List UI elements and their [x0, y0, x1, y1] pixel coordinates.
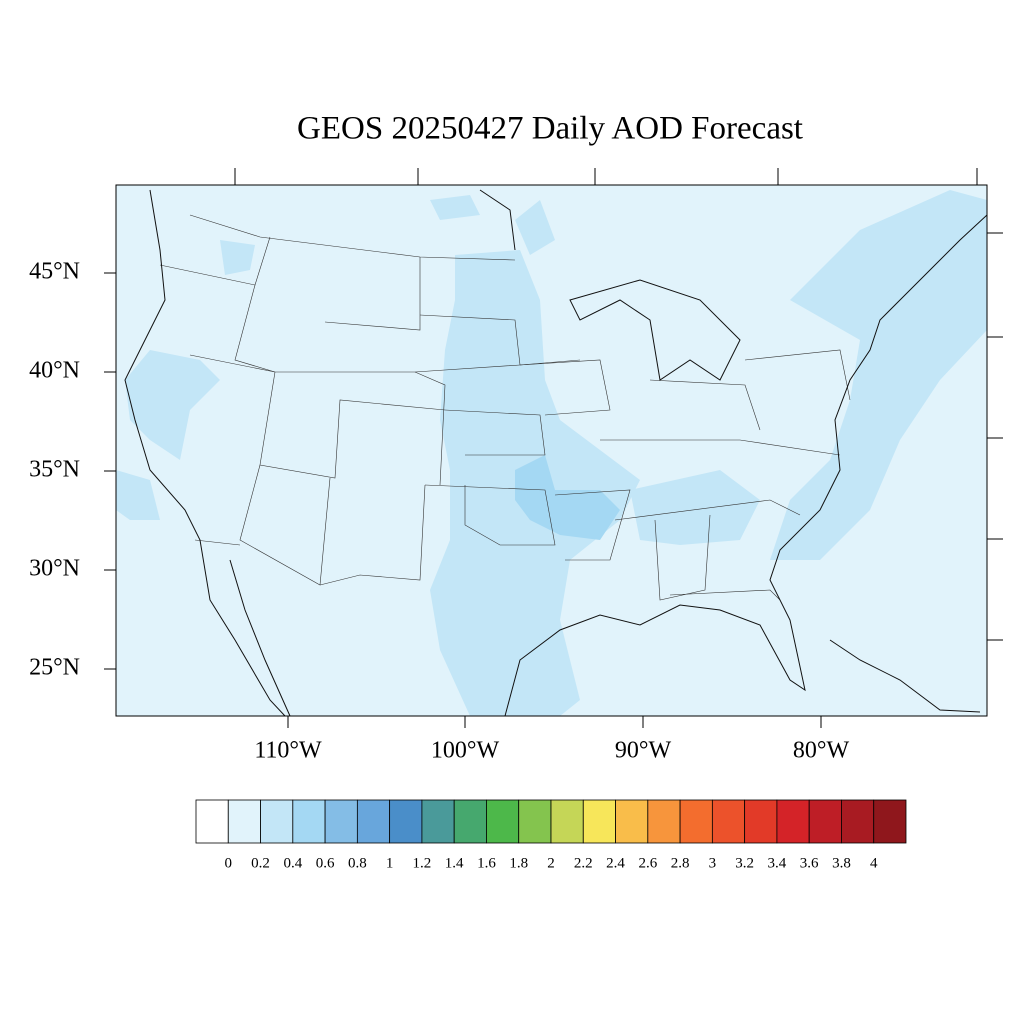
title: GEOS 20250427 Daily AOD Forecast: [297, 111, 803, 147]
colorbar-label: 1.6: [477, 855, 496, 871]
colorbar-box: [615, 799, 649, 844]
colorbar-box: [550, 799, 584, 844]
colorbar-label: 4: [870, 855, 878, 871]
colorbar-box: [679, 799, 713, 844]
colorbar-box: [453, 799, 487, 844]
axis-ticks: 45°N 40°N 35°N 30°N 25°N 110°W 100°W 90°W 80°W: [29, 168, 1003, 764]
aod-shading-high: [515, 455, 620, 540]
colorbar-label: 3.2: [735, 855, 754, 871]
lon-label: 90°W: [615, 738, 672, 764]
lat-label: 40°N: [29, 358, 80, 384]
colorbar-box: [260, 799, 294, 844]
colorbar-box: [195, 799, 229, 844]
colorbar-box: [744, 799, 778, 844]
colorbar-box: [808, 799, 842, 844]
colorbar-box: [292, 799, 326, 844]
colorbar-label: 0.2: [251, 855, 270, 871]
colorbar-box: [356, 799, 391, 844]
map-area: [115, 184, 988, 717]
colorbar-box: [421, 799, 455, 844]
colorbar-label: 1.4: [445, 855, 464, 871]
colorbar-label: 2.8: [671, 855, 690, 871]
state-borders: [159, 214, 851, 601]
coastline: [124, 189, 988, 717]
colorbar-label: 0.6: [316, 855, 335, 871]
colorbar-label: 3.6: [800, 855, 819, 871]
colorbar-box: [227, 799, 261, 844]
colorbar-box: [841, 799, 875, 844]
colorbar-label: 1.2: [413, 855, 432, 871]
colorbar-label: 2.4: [606, 855, 625, 871]
map-frame: [115, 184, 988, 717]
lon-label: 110°W: [254, 738, 322, 764]
lon-label: 100°W: [431, 738, 500, 764]
colorbar-box: [518, 799, 552, 844]
colorbar-label: 3: [709, 855, 717, 871]
colorbar-box: [486, 799, 520, 844]
colorbar-label: 2: [547, 855, 555, 871]
lat-label: 30°N: [29, 556, 80, 582]
lat-label: 25°N: [29, 655, 80, 681]
colorbar-box: [647, 799, 681, 844]
colorbar-box: [776, 799, 810, 844]
colorbar-box: [582, 799, 616, 844]
colorbar-box: [711, 799, 746, 844]
colorbar-label: 0: [225, 855, 233, 871]
colorbar: 0 0.2 0.4 0.6 0.8 1 1.2 1.4 1.6 1.8 2 2.2 2.4 2.6 2.8 3…: [195, 799, 907, 871]
colorbar-label: 1.8: [509, 855, 528, 871]
colorbar-box: [324, 799, 358, 844]
colorbar-label: 0.4: [283, 855, 302, 871]
colorbar-label: 0.8: [348, 855, 367, 871]
colorbar-label: 2.6: [638, 855, 657, 871]
colorbar-label: 1: [386, 855, 394, 871]
colorbar-box: [873, 799, 907, 844]
colorbar-label: 3.8: [832, 855, 851, 871]
lat-label: 35°N: [29, 457, 80, 483]
lon-label: 80°W: [793, 738, 850, 764]
lat-label: 45°N: [29, 259, 80, 285]
colorbar-box: [389, 799, 423, 844]
colorbar-label: 3.4: [768, 855, 787, 871]
colorbar-label: 2.2: [574, 855, 593, 871]
